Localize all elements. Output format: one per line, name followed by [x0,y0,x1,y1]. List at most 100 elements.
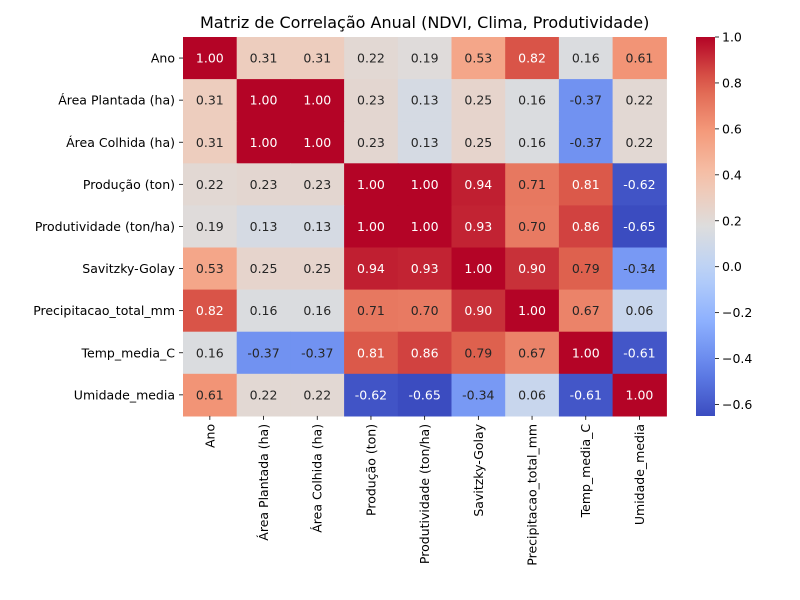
heatmap-cell [612,247,667,291]
cell-value-label: 0.22 [196,177,224,192]
cell-value-label: 0.67 [572,303,600,318]
cell-value-label: 0.71 [357,303,385,318]
heatmap-cell [236,121,291,164]
colorbar-tick-label: 0.8 [722,75,742,90]
column-tick-label: Área Colhida (ha) [310,424,325,533]
heatmap-cell [236,37,291,80]
heatmap-cell [344,289,399,333]
heatmap-cell [183,163,238,206]
cell-value-label: 0.13 [411,93,439,108]
heatmap-cell [397,331,453,375]
heatmap-cell [558,163,614,206]
cell-value-label: 0.81 [357,345,385,360]
heatmap-cell [183,37,238,80]
column-tick-label: Precipitacao_total_mm [525,424,540,566]
heatmap-cell [505,163,560,206]
heatmap-cell [451,331,506,375]
heatmap-cell [290,205,345,249]
heatmap-cell [397,247,453,291]
heatmap-cell [236,373,291,417]
heatmap-cell [558,331,614,375]
heatmap-cell [612,289,667,333]
cell-value-label: 0.13 [411,135,439,150]
heatmap-cell [290,289,345,333]
colorbar-gradient [696,37,715,416]
heatmap-cell [505,289,560,333]
cell-value-label: 0.16 [572,51,600,66]
cell-value-label: 1.00 [303,93,331,108]
heatmap-cell [183,121,238,164]
cell-value-label: 1.00 [464,261,492,276]
colorbar-tick-label: 0.6 [722,121,742,136]
cell-value-label: 0.94 [464,177,492,192]
heatmap-cell [451,205,506,249]
cell-value-label: 0.25 [464,135,492,150]
colorbar-tick-label: 0.4 [722,167,742,182]
heatmap-cell [505,373,560,417]
cell-value-label: 0.61 [626,51,654,66]
heatmap-cell [397,121,453,164]
cell-value-label: 0.22 [303,387,331,402]
cell-value-label: 0.16 [518,135,546,150]
cell-value-label: 0.79 [572,261,600,276]
cell-value-label: 0.31 [250,51,278,66]
cell-value-label: 0.22 [626,135,654,150]
column-tick-label: Savitzky-Golay [471,423,486,516]
heatmap-cell [236,79,291,122]
cell-value-label: 0.25 [303,261,331,276]
cell-value-label: -0.37 [247,345,279,360]
heatmap-cell [183,247,238,291]
heatmap-cell [236,163,291,206]
cell-value-label: 1.00 [411,177,439,192]
cell-value-label: -0.37 [570,135,602,150]
cell-value-label: 1.00 [250,93,278,108]
heatmap-cell [397,205,453,249]
heatmap-cell [397,373,453,417]
cell-value-label: 0.86 [572,219,600,234]
cell-value-label: 1.00 [250,135,278,150]
colorbar-tick-label: −0.2 [722,305,752,320]
cell-value-label: 0.31 [196,93,224,108]
row-tick-labels: Ano Área Plantada (ha) Área Colhida (ha) Pr… [33,51,183,402]
cell-value-label: 0.82 [196,303,224,318]
cell-value-label: 0.23 [250,177,278,192]
cell-value-label: 0.70 [518,219,546,234]
colorbar-tick-label: 0.2 [722,213,742,228]
cell-value-label: 0.16 [518,93,546,108]
colorbar-tick-label: −0.6 [722,397,752,412]
row-tick-label: Área Colhida (ha) [66,135,175,150]
heatmap-cell [451,247,506,291]
heatmap-cell [505,331,560,375]
cell-value-label: 0.31 [196,135,224,150]
cell-value-label: 1.00 [626,387,654,402]
heatmap-cell [505,247,560,291]
row-tick-label: Produção (ton) [83,177,175,192]
cell-value-label: 0.19 [196,219,224,234]
heatmap-cell [505,205,560,249]
cell-value-label: -0.34 [623,261,655,276]
heatmap-cell [505,79,560,122]
cell-value-label: -0.37 [570,93,602,108]
heatmap-cell [558,37,614,80]
cell-value-label: 1.00 [518,303,546,318]
heatmap-cell [451,163,506,206]
cell-value-label: 1.00 [357,219,385,234]
heatmap-cell [236,247,291,291]
cell-value-label: 0.81 [572,177,600,192]
cell-value-label: 0.06 [626,303,654,318]
heatmap-cell [290,373,345,417]
heatmap-cell [290,37,345,80]
cell-value-label: 0.16 [250,303,278,318]
cell-value-label: -0.62 [623,177,655,192]
heatmap-cell [505,37,560,80]
cell-value-label: 0.22 [357,51,385,66]
heatmap-cell [344,79,399,122]
cell-value-label: -0.62 [355,387,387,402]
heatmap-cell [451,373,506,417]
heatmap-cell [397,163,453,206]
heatmap-cell [344,37,399,80]
cell-value-label: 0.13 [250,219,278,234]
heatmap-cell [290,79,345,122]
heatmap-cell [397,37,453,80]
cell-value-label: 0.70 [411,303,439,318]
